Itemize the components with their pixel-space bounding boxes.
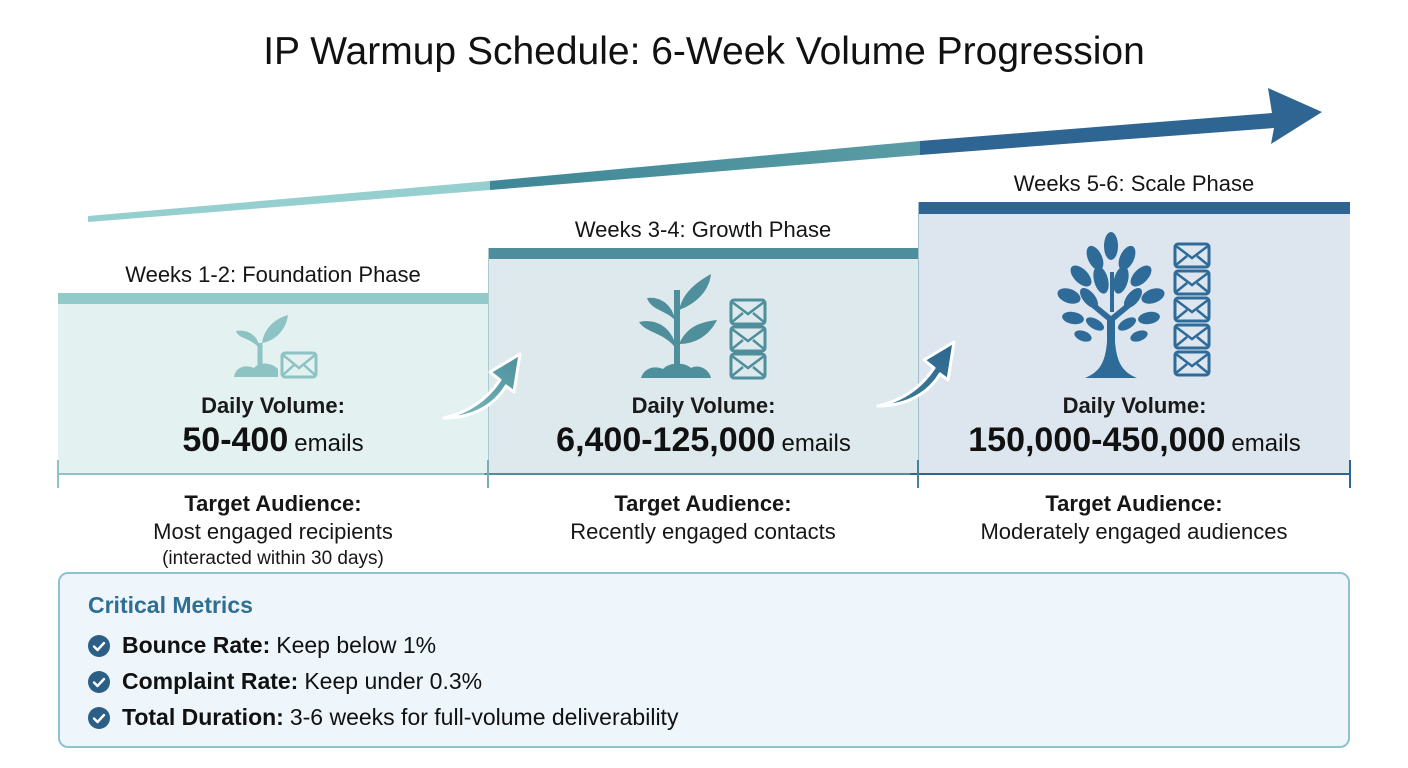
audience-text: Most engaged recipients <box>153 519 393 544</box>
volume-unit: emails <box>1231 430 1301 457</box>
metric-complaint-rate: Complaint Rate: Keep under 0.3% <box>88 668 482 695</box>
metric-bounce-rate: Bounce Rate: Keep below 1% <box>88 632 436 659</box>
audience-heading: Target Audience: <box>1045 491 1223 516</box>
volume-value: 6,400-125,000 emails <box>489 421 918 460</box>
volume-label: Daily Volume: <box>631 393 776 418</box>
metrics-title: Critical Metrics <box>88 592 253 618</box>
timeline-tick <box>1349 460 1351 488</box>
metric-label: Complaint Rate: <box>122 668 299 694</box>
timeline-tick <box>487 460 489 488</box>
phase-card-scale: Daily Volume: 150,000-450,000 emails <box>918 202 1350 474</box>
phase-card-foundation: Daily Volume: 50-400 emails <box>58 293 488 474</box>
phase-bar <box>58 293 488 304</box>
phase-card-growth: Daily Volume: 6,400-125,000 emails <box>488 248 918 474</box>
metric-total-duration: Total Duration: 3-6 weeks for full-volum… <box>88 704 678 731</box>
plant-with-envelopes-icon <box>489 270 918 380</box>
timeline-tick <box>57 460 59 488</box>
volume-number: 150,000-450,000 <box>968 421 1226 459</box>
sprout-with-envelope-icon <box>58 313 488 379</box>
phase-label-foundation: Weeks 1-2: Foundation Phase <box>125 262 421 287</box>
tree-with-envelopes-icon <box>919 232 1350 380</box>
check-circle-icon <box>88 706 110 729</box>
metric-value: Keep below 1% <box>276 632 437 658</box>
volume-unit: emails <box>294 430 364 457</box>
timeline-tick <box>917 460 919 488</box>
metric-label: Total Duration: <box>122 704 284 730</box>
timeline-baseline <box>58 473 1350 475</box>
audience-heading: Target Audience: <box>184 491 362 516</box>
phase-bar <box>919 202 1350 214</box>
check-circle-icon <box>88 670 110 693</box>
audience-text: Recently engaged contacts <box>570 519 836 544</box>
volume-label: Daily Volume: <box>201 393 345 418</box>
audience-growth: Target Audience: Recently engaged contac… <box>488 490 918 546</box>
audience-text: Moderately engaged audiences <box>980 519 1288 544</box>
audience-heading: Target Audience: <box>614 491 792 516</box>
volume-value: 50-400 emails <box>58 421 488 460</box>
critical-metrics-panel: Critical Metrics Bounce Rate: Keep below… <box>58 572 1350 748</box>
volume-value: 150,000-450,000 emails <box>919 421 1350 460</box>
volume-label: Daily Volume: <box>1062 393 1207 418</box>
metric-label: Bounce Rate: <box>122 632 271 658</box>
volume-unit: emails <box>781 430 851 457</box>
audience-note: (interacted within 30 days) <box>162 548 384 569</box>
metric-value: Keep under 0.3% <box>304 668 483 694</box>
phase-bar <box>489 248 918 259</box>
audience-foundation: Target Audience: Most engaged recipients… <box>58 490 488 572</box>
check-circle-icon <box>88 634 110 657</box>
curved-arrow-icon <box>442 352 522 420</box>
phase-label-growth: Weeks 3-4: Growth Phase <box>574 217 832 242</box>
audience-scale: Target Audience: Moderately engaged audi… <box>918 490 1350 546</box>
phase-label-scale: Weeks 5-6: Scale Phase <box>1013 171 1255 196</box>
volume-number: 50-400 <box>182 421 289 459</box>
curved-arrow-icon <box>876 340 956 408</box>
volume-number: 6,400-125,000 <box>556 421 776 459</box>
metric-value: 3-6 weeks for full-volume deliverability <box>289 704 679 730</box>
page-title: IP Warmup Schedule: 6-Week Volume Progre… <box>263 30 1145 73</box>
